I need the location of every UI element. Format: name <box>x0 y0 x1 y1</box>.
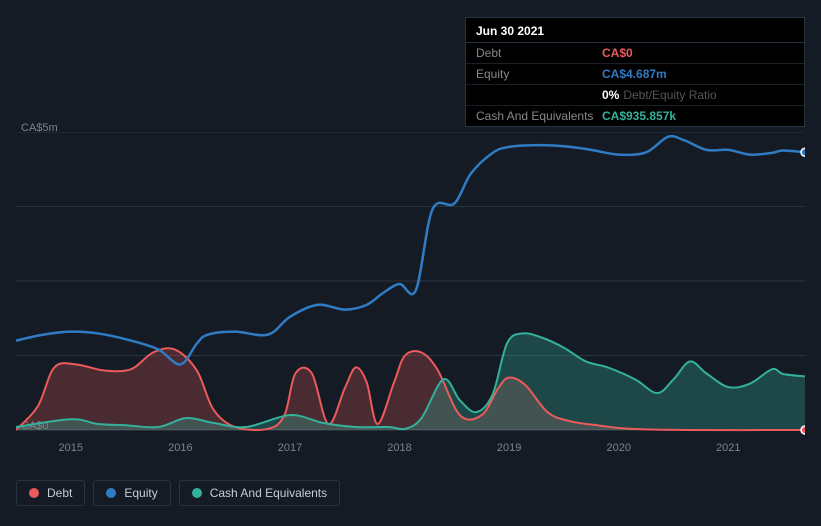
tooltip-row-value: CA$935.857k <box>602 109 676 123</box>
x-axis-tick: 2020 <box>606 442 630 454</box>
x-axis-tick: 2018 <box>387 442 411 454</box>
chart-tooltip: Jun 30 2021 DebtCA$0EquityCA$4.687m0%Deb… <box>465 17 805 127</box>
chart-svg <box>16 132 805 440</box>
tooltip-row-value: 0%Debt/Equity Ratio <box>602 88 717 102</box>
tooltip-rows: DebtCA$0EquityCA$4.687m0%Debt/Equity Rat… <box>466 43 804 126</box>
tooltip-row: EquityCA$4.687m <box>466 64 804 85</box>
legend-item-label: Equity <box>124 486 157 500</box>
tooltip-date: Jun 30 2021 <box>466 18 804 43</box>
tooltip-row-label <box>476 88 602 102</box>
legend-dot-icon <box>106 488 116 498</box>
x-axis-tick: 2021 <box>716 442 740 454</box>
chart-area: CA$5m CA$0 2015201620172018201920202021 <box>16 120 805 460</box>
tooltip-row: 0%Debt/Equity Ratio <box>466 85 804 106</box>
legend-item-label: Debt <box>47 486 72 500</box>
tooltip-row-value: CA$0 <box>602 46 633 60</box>
legend-dot-icon <box>29 488 39 498</box>
tooltip-row-value: CA$4.687m <box>602 67 667 81</box>
legend-item-equity[interactable]: Equity <box>93 480 170 506</box>
x-axis-tick: 2017 <box>278 442 302 454</box>
x-axis-tick: 2016 <box>168 442 192 454</box>
legend-item-cash[interactable]: Cash And Equivalents <box>179 480 340 506</box>
legend-item-debt[interactable]: Debt <box>16 480 85 506</box>
tooltip-row-label: Cash And Equivalents <box>476 109 602 123</box>
x-axis-tick: 2019 <box>497 442 521 454</box>
tooltip-row-suffix: Debt/Equity Ratio <box>623 88 716 102</box>
legend: Debt Equity Cash And Equivalents <box>16 480 340 506</box>
tooltip-row: Cash And EquivalentsCA$935.857k <box>466 106 804 126</box>
x-axis-tick: 2015 <box>59 442 83 454</box>
legend-item-label: Cash And Equivalents <box>210 486 327 500</box>
legend-dot-icon <box>192 488 202 498</box>
tooltip-row-label: Equity <box>476 67 602 81</box>
tooltip-row-label: Debt <box>476 46 602 60</box>
tooltip-row: DebtCA$0 <box>466 43 804 64</box>
